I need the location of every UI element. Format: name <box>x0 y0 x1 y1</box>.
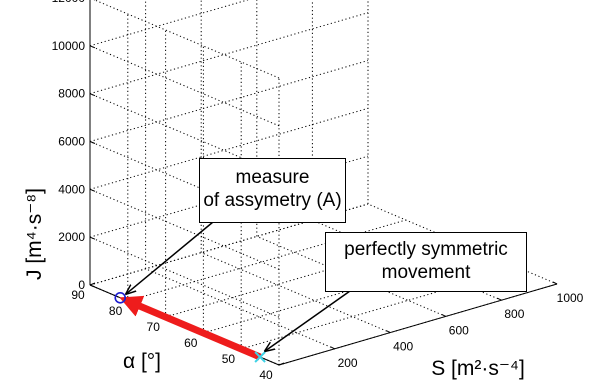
annotation-pointer-asymmetry <box>126 221 214 294</box>
annotation-pointer-symmetric <box>265 290 351 351</box>
marker-cross-symmetric <box>254 351 266 363</box>
wall-grid-line-j <box>89 45 280 127</box>
j-tick-label: 6000 <box>58 135 85 149</box>
wall-grid-line-j <box>89 12 369 95</box>
wall-grid-line-j <box>89 188 280 270</box>
data-marks <box>114 291 266 363</box>
s-tick-mark <box>552 281 558 285</box>
alpha-tick-label: 80 <box>109 304 123 318</box>
floor-grid-line-alpha <box>203 251 482 334</box>
marker-cross-stroke <box>254 351 266 363</box>
s-tick-label: 600 <box>449 323 469 337</box>
annotation-symmetric: perfectly symmetric movement <box>325 232 527 292</box>
alpha-tick-mark <box>89 282 96 286</box>
j-tick-mark <box>89 236 96 240</box>
j-tick-label: 0 <box>78 278 85 292</box>
wall-grid-line-j <box>93 0 280 79</box>
wall-grid-line-j <box>89 0 250 47</box>
floor-grid-line-s <box>201 252 391 334</box>
floor-grid-line-s <box>145 268 335 350</box>
s-tick-label: 400 <box>393 340 413 354</box>
j-tick-label: 10000 <box>52 39 86 53</box>
floor-grid-line-alpha <box>127 219 406 302</box>
j-tick-mark <box>89 188 96 192</box>
j-tick-mark <box>89 141 96 144</box>
j-tick-label: 2000 <box>58 230 85 244</box>
annotation-asymmetry-line-2: of assymetry (A) <box>203 190 342 211</box>
marker-circle-asymmetry <box>114 291 127 304</box>
s-tick-mark <box>441 313 447 317</box>
wall-grid-line-j <box>89 236 280 318</box>
alpha-tick-label: 90 <box>71 288 85 302</box>
annotation-asymmetry: measure of assymetry (A) <box>199 158 346 223</box>
alpha-tick-label: 40 <box>259 368 273 382</box>
j-tick-mark <box>89 45 96 49</box>
wall-grid-line-j <box>89 203 369 286</box>
alpha-tick-label: 60 <box>184 336 198 350</box>
s-tick-label: 800 <box>504 307 524 321</box>
y-axis-label: α [°] <box>123 350 161 373</box>
s-tick-mark <box>497 297 502 301</box>
s-tick-label: 200 <box>338 356 358 370</box>
alpha-tick-label: 50 <box>222 352 236 366</box>
wall-grid-line-j <box>89 107 369 190</box>
wall-grid-line-j <box>89 60 369 142</box>
s-axis-line <box>278 283 558 366</box>
alpha-tick-label: 70 <box>147 320 161 334</box>
z-axis-label: J [m⁴·s⁻⁸] <box>23 188 46 280</box>
floor-grid-line-alpha <box>165 235 444 318</box>
x-axis-label: S [m²·s⁻⁴] <box>431 357 525 380</box>
j-tick-mark <box>89 284 96 288</box>
j-tick-mark <box>89 93 96 97</box>
tick-labels: 0 2000 4000 6000 8000 10000 12000 40 50 60 70 80 90 2… <box>52 0 584 382</box>
j-tick-label: 12000 <box>52 0 86 5</box>
annotation-symmetric-line-2: movement <box>381 262 471 283</box>
s-tick-mark <box>385 330 391 334</box>
s-tick-mark <box>330 346 335 350</box>
j-tick-label: 4000 <box>58 182 85 196</box>
annotation-pointers <box>126 221 351 351</box>
alpha-tick-mark <box>278 362 285 366</box>
annotation-symmetric-line-1: perfectly symmetric <box>344 239 508 260</box>
j-tick-label: 8000 <box>58 87 85 101</box>
s-tick-label: 1000 <box>557 291 584 305</box>
annotation-asymmetry-line-1: measure <box>235 167 310 188</box>
floor-grid-line-alpha <box>241 267 520 350</box>
asymmetry-arrow <box>119 295 262 361</box>
